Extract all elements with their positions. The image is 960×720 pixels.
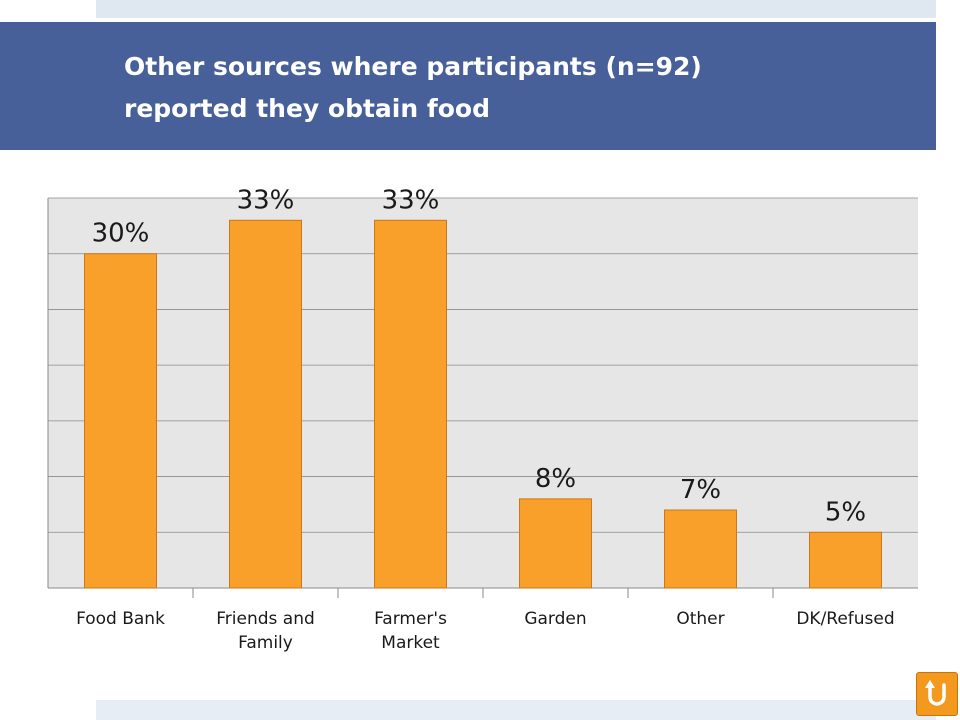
- plot-area: [48, 198, 918, 588]
- category-label: Other: [676, 609, 724, 629]
- bottom-accent-strip: [96, 700, 936, 720]
- bar: [84, 253, 157, 589]
- bar: [664, 509, 737, 589]
- data-label: 33%: [382, 185, 440, 215]
- category-label: DK/Refused: [796, 609, 894, 629]
- data-label: 33%: [237, 185, 295, 215]
- data-label: 8%: [535, 464, 576, 494]
- category-label: Family: [238, 633, 293, 653]
- bar: [374, 219, 447, 589]
- category-label: Garden: [524, 609, 586, 629]
- bar: [809, 531, 882, 589]
- return-arrow-icon: [925, 680, 946, 706]
- title-bar: [0, 22, 936, 150]
- data-label: 5%: [825, 497, 866, 527]
- bar: [229, 219, 302, 589]
- bar: [519, 498, 592, 589]
- return-button[interactable]: [916, 672, 958, 716]
- category-label: Friends and: [216, 609, 315, 629]
- slide-title-line-2: reported they obtain food: [124, 94, 490, 123]
- category-label: Market: [381, 633, 440, 653]
- slide-title: Other sources where participants (n=92) …: [124, 46, 904, 130]
- category-label: Food Bank: [76, 609, 165, 629]
- data-label: 30%: [92, 219, 150, 249]
- slide-title-line-1: Other sources where participants (n=92): [124, 52, 702, 81]
- data-label: 7%: [680, 475, 721, 505]
- top-accent-strip: [96, 0, 936, 18]
- category-label: Farmer's: [374, 609, 447, 629]
